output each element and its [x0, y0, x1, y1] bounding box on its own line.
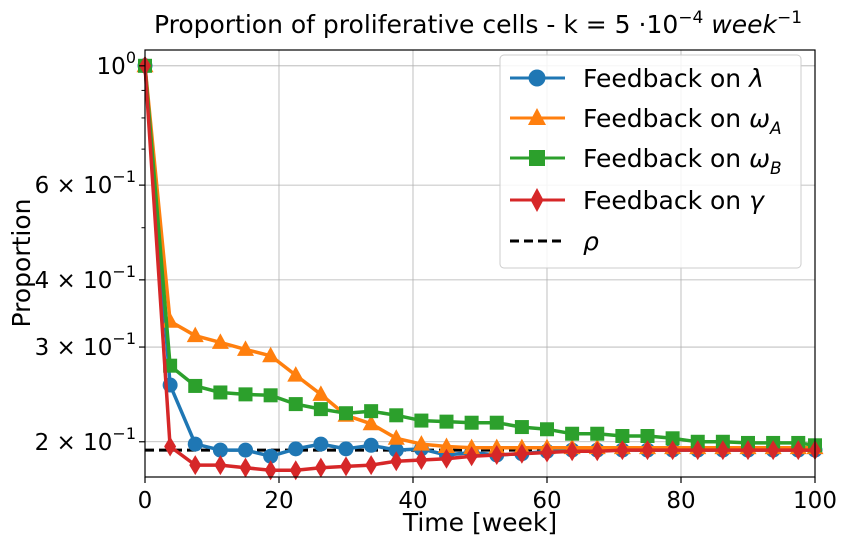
data-point-diamond [415, 449, 428, 470]
data-point-square [439, 414, 454, 429]
data-point-square [464, 415, 479, 430]
data-point-square [514, 420, 529, 435]
data-point-triangle [438, 437, 455, 453]
data-point-square [238, 387, 253, 402]
legend-marker-diamond [530, 188, 544, 212]
data-point-diamond [164, 436, 177, 457]
y-tick-label: 6 × 10−1 [35, 167, 136, 199]
data-point-diamond [490, 444, 503, 465]
x-tick-label: 20 [264, 488, 293, 514]
data-point-circle [363, 437, 379, 453]
legend-marker-square [529, 150, 545, 166]
y-tick-label: 4 × 10−1 [35, 262, 136, 294]
data-point-square [364, 404, 379, 419]
series-4 [139, 55, 821, 481]
data-point-diamond [314, 457, 327, 478]
data-point-diamond [340, 456, 352, 477]
x-tick-label: 0 [138, 488, 153, 514]
series-line-triangle [143, 65, 815, 450]
data-point-square [640, 428, 655, 443]
data-point-square [615, 428, 630, 443]
data-point-diamond [566, 441, 579, 462]
plot-frame [144, 49, 816, 478]
data-point-square [665, 431, 680, 446]
data-point-square [565, 426, 580, 441]
data-point-square [414, 413, 429, 428]
data-point-triangle [186, 326, 204, 343]
data-point-triangle [237, 340, 254, 356]
x-axis: 0 20 40 60 80 100 [138, 477, 837, 514]
data-point-diamond [465, 446, 478, 467]
x-tick-label: 100 [793, 488, 837, 514]
data-point-diamond [641, 440, 654, 461]
data-point-triangle [412, 435, 430, 451]
data-point-diamond [666, 440, 679, 461]
chart-title: Proportion of proliferative cells - k = … [154, 8, 802, 39]
data-point-diamond [189, 455, 202, 476]
series-line-diamond [143, 65, 815, 473]
legend: Feedback on λ Feedback on ωA Feedback on… [499, 54, 802, 269]
data-point-diamond [365, 455, 378, 476]
legend-marker-circle [528, 69, 546, 87]
x-axis-label: Time [week] [402, 508, 557, 537]
data-point-diamond [440, 448, 453, 469]
data-point-circle [238, 442, 253, 458]
y-tick-label: 3 × 10−1 [35, 329, 136, 361]
data-point-diamond [591, 441, 604, 462]
y-tick-label: 2 × 10−1 [35, 424, 136, 456]
y-axis-label: Proportion [7, 199, 36, 328]
data-point-circle [187, 436, 203, 452]
x-tick-label: 40 [398, 488, 427, 514]
data-point-diamond [214, 455, 227, 476]
data-point-square [213, 385, 228, 400]
data-point-diamond [792, 440, 805, 461]
data-point-circle [288, 441, 304, 457]
legend-label-rho: ρ [583, 227, 599, 256]
data-point-diamond [541, 442, 553, 463]
series-group [136, 55, 824, 481]
data-point-circle [338, 441, 354, 457]
data-point-circle [388, 442, 404, 458]
legend-label-gamma: Feedback on γ [583, 186, 765, 215]
data-point-square [288, 397, 303, 412]
data-point-diamond [767, 440, 780, 461]
data-point-square [339, 406, 353, 421]
legend-label-lambda: Feedback on λ [583, 64, 764, 93]
data-point-diamond [264, 460, 277, 481]
data-point-triangle [387, 429, 405, 445]
series-line-square [143, 65, 816, 448]
data-point-square [313, 402, 328, 417]
data-point-circle [212, 442, 228, 458]
x-tick-label: 60 [532, 488, 561, 514]
data-point-triangle [287, 366, 305, 382]
data-point-diamond [716, 440, 729, 461]
data-point-triangle [362, 414, 380, 431]
data-point-square [489, 415, 504, 430]
data-point-diamond [239, 457, 252, 478]
data-point-circle [313, 436, 329, 452]
y-tick-label: 100 [97, 48, 136, 80]
data-point-triangle [312, 385, 330, 401]
legend-marker-triangle [528, 108, 546, 125]
data-point-triangle [262, 346, 280, 363]
data-point-diamond [390, 451, 403, 472]
data-point-square [590, 426, 605, 441]
data-point-square [540, 422, 554, 437]
data-point-triangle [211, 333, 229, 349]
data-point-square [188, 378, 203, 393]
data-point-diamond [691, 440, 704, 461]
x-tick-label: 80 [666, 488, 695, 514]
data-point-diamond [289, 460, 302, 481]
data-point-diamond [616, 440, 629, 461]
data-point-square [263, 388, 278, 403]
data-point-square [389, 408, 404, 423]
data-point-diamond [515, 443, 528, 464]
data-point-diamond [742, 440, 754, 461]
data-point-circle [263, 448, 279, 464]
legend-box [499, 54, 802, 269]
y-axis: 100 6 × 10−1 4 × 10−1 3 × 10−1 2 × 10−1 [35, 48, 145, 456]
